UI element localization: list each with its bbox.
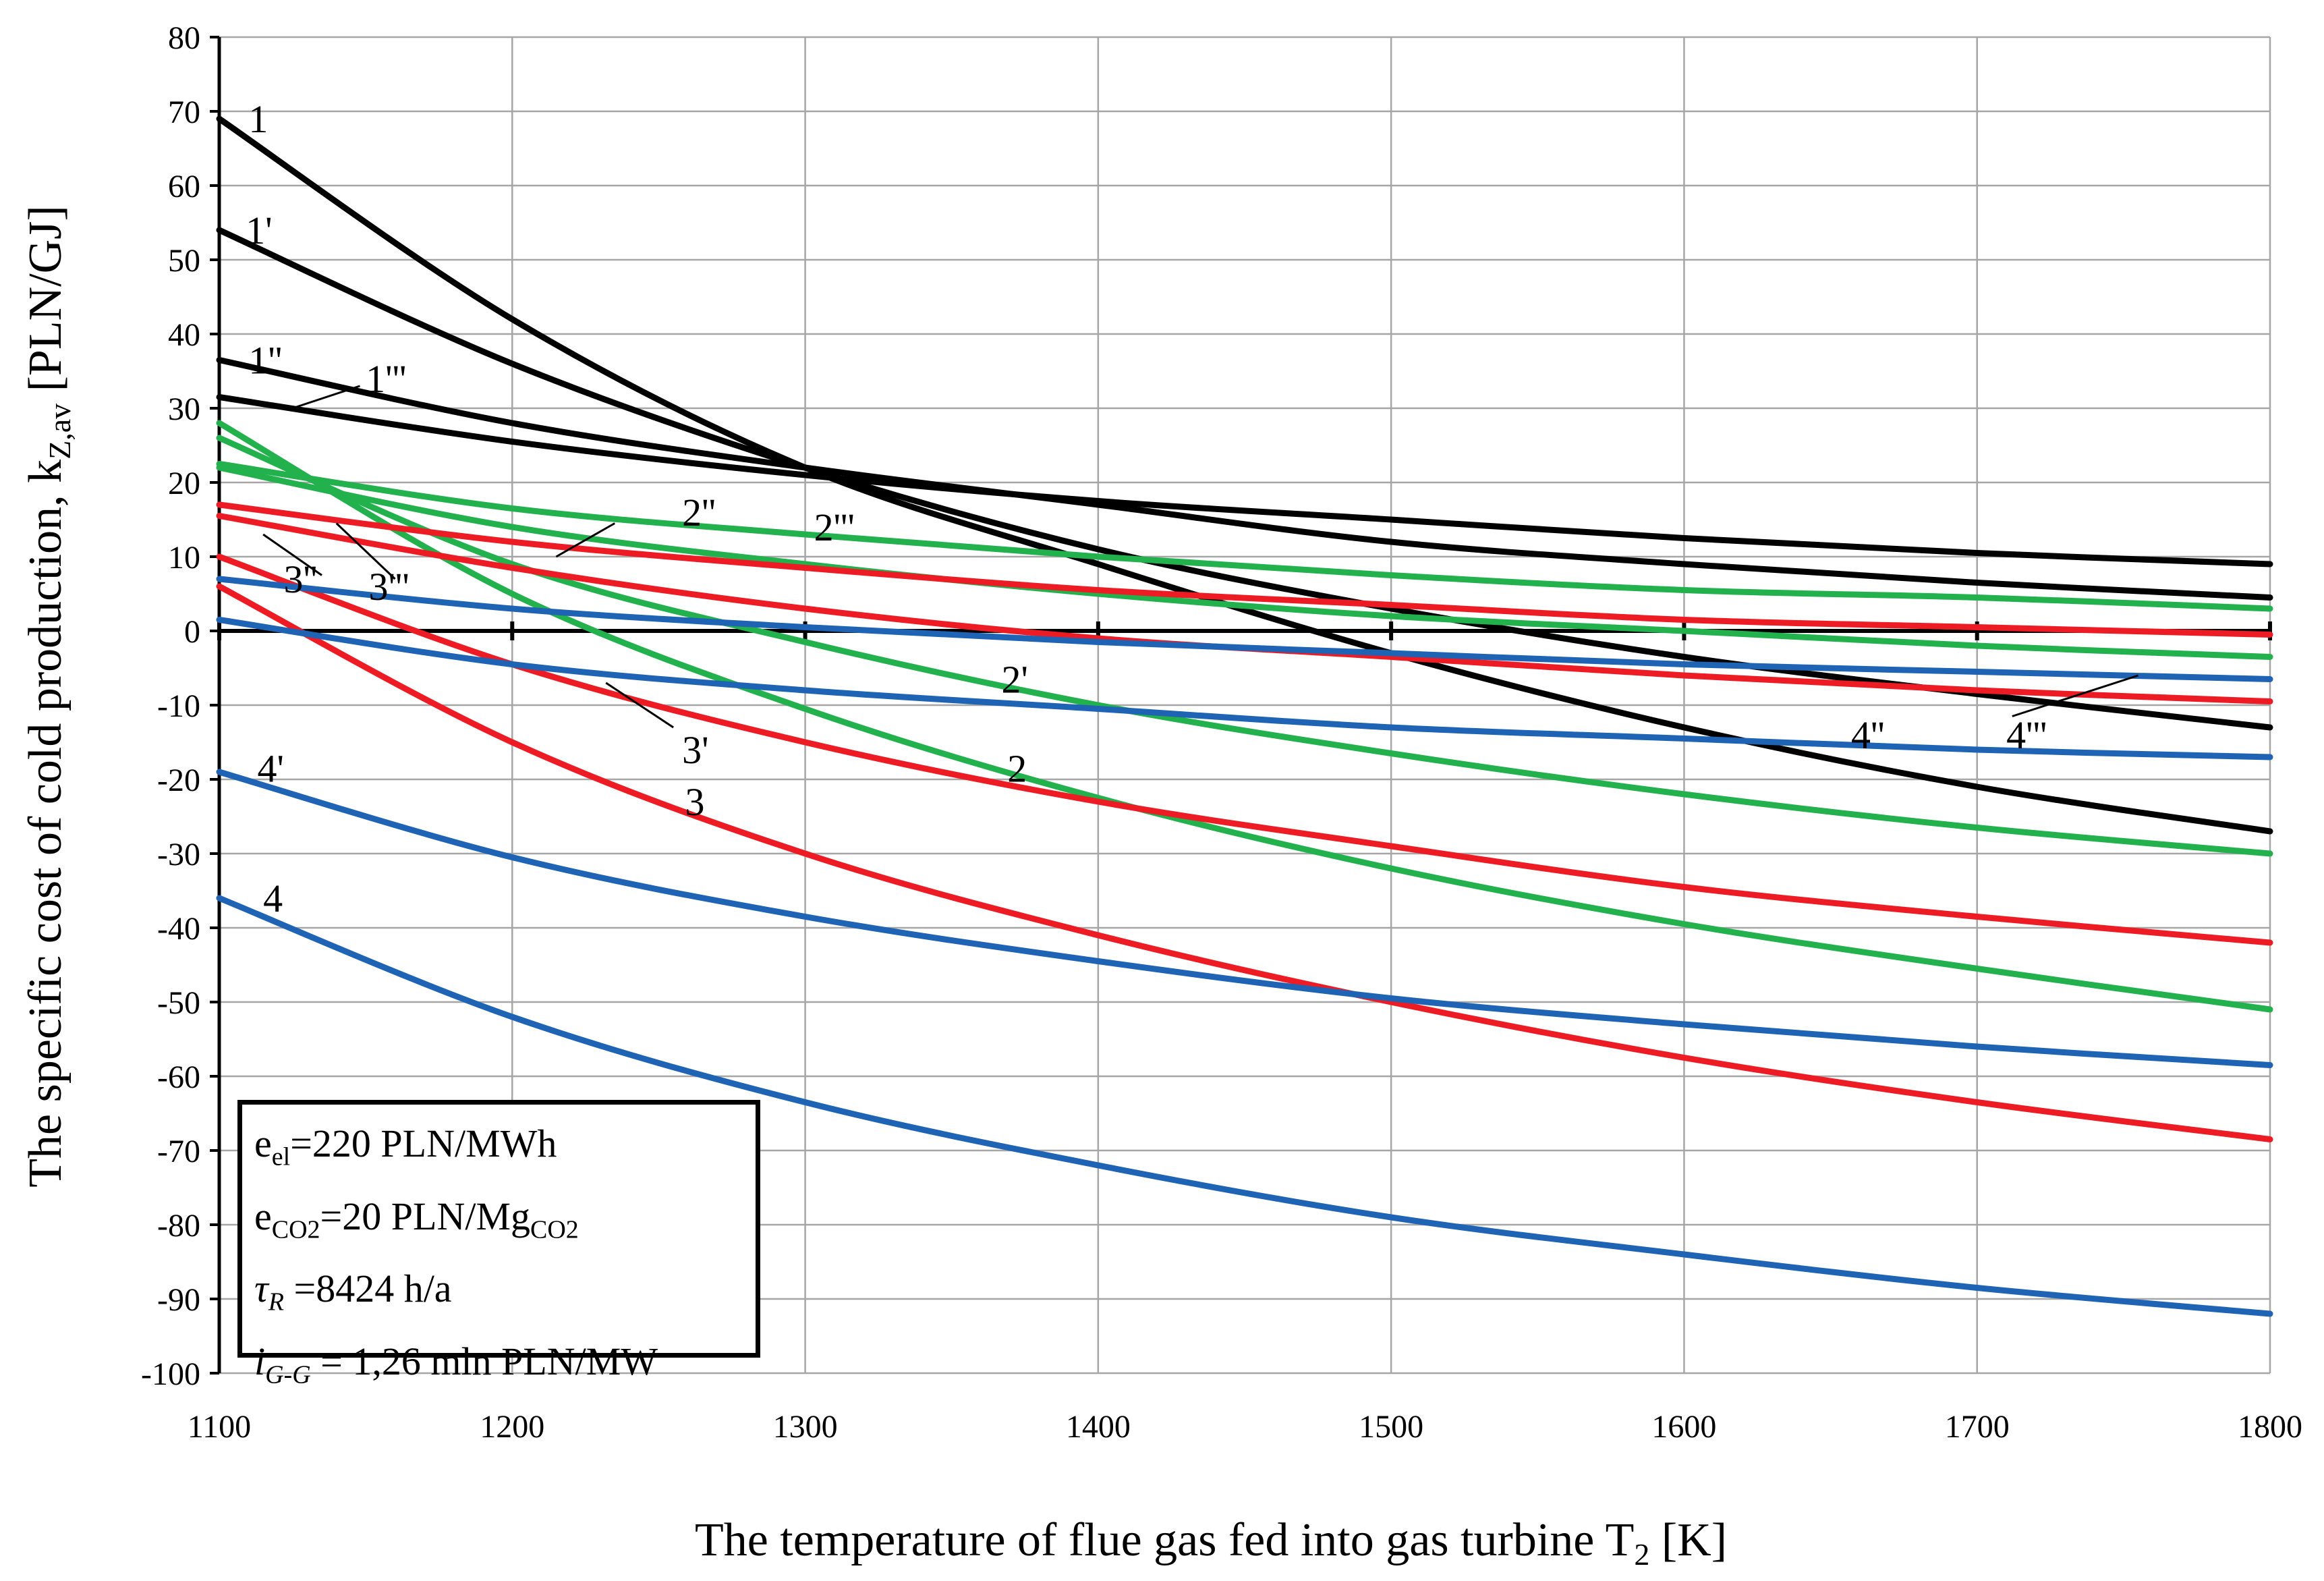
zero-axis <box>210 36 2272 1375</box>
x-tick-label: 1600 <box>1651 1409 1716 1445</box>
label-leader-line <box>2012 674 2139 717</box>
curve-label: 1 <box>248 97 268 141</box>
y-tick-label: -20 <box>157 762 200 798</box>
curve-label: 1'' <box>248 339 282 383</box>
curve-label: 4'' <box>1851 713 1885 757</box>
y-tick-label: 70 <box>168 94 200 130</box>
series-line-1 <box>216 115 2273 835</box>
series-line-2pp <box>216 461 2273 612</box>
curve-label: 1''' <box>366 357 406 401</box>
y-tick-label: 80 <box>168 20 200 56</box>
label-leader-line <box>292 385 360 410</box>
curve-label: 3 <box>685 780 705 824</box>
y-tick-label: -50 <box>157 985 200 1021</box>
curve-label: 2'' <box>682 491 716 534</box>
y-tick-label: 60 <box>168 169 200 204</box>
series-line-1p <box>216 227 2273 731</box>
y-tick-label: -60 <box>157 1059 200 1095</box>
curve-label: 2 <box>1007 747 1027 791</box>
series-line-1pp <box>216 357 2273 601</box>
tick-labels: 1100 1200 1300 1400 1500 1600 1700 1800-100-90-… <box>141 20 2302 1445</box>
y-tick-label: -90 <box>157 1282 200 1318</box>
y-tick-label: 50 <box>168 243 200 279</box>
series-line-4pp <box>216 617 2273 760</box>
y-tick-label: 30 <box>168 391 200 427</box>
y-tick-label: -70 <box>157 1134 200 1169</box>
y-tick-label: 20 <box>168 466 200 501</box>
series-line-2ppp <box>216 464 2273 660</box>
y-tick-label: -30 <box>157 837 200 872</box>
x-tick-label: 1100 <box>188 1409 251 1445</box>
x-tick-label: 1400 <box>1066 1409 1131 1445</box>
curve-label: 4''' <box>2006 713 2047 757</box>
x-tick-label: 1700 <box>1945 1409 2010 1445</box>
y-tick-label: -100 <box>141 1356 200 1392</box>
param-electricity-price: eel=220 PLN/MWh <box>254 1121 557 1171</box>
param-co2-price: eCO2=20 PLN/MgCO2 <box>254 1194 579 1244</box>
y-tick-label: 0 <box>184 614 200 650</box>
label-leader-line <box>605 682 674 729</box>
label-leader-line <box>262 533 322 576</box>
y-tick-label: -10 <box>157 688 200 724</box>
y-tick-label: -80 <box>157 1208 200 1244</box>
curve-label: 3''' <box>368 565 409 609</box>
series-line-4p <box>216 769 2273 1068</box>
label-leader-line <box>335 522 396 580</box>
series-line-3pp <box>216 501 2273 638</box>
curve-labels: 1 1' 1'' 1''' 2'' 2''' 3'' 3''' 2' 3' 2 3 4'' 4''' 4' 4 <box>246 97 2047 920</box>
x-tick-label: 1800 <box>2238 1409 2302 1445</box>
label-leader-line <box>555 522 616 558</box>
curve-label: 2''' <box>814 505 855 549</box>
x-tick-label: 1300 <box>773 1409 838 1445</box>
series-lines <box>216 115 2273 1317</box>
curve-label: 4 <box>263 877 283 920</box>
x-tick-label: 1500 <box>1359 1409 1423 1445</box>
parameters-box: eel=220 PLN/MWh eCO2=20 PLN/MgCO2 τR =84… <box>237 1100 760 1389</box>
label-leaders <box>262 385 2139 729</box>
series-line-4 <box>216 895 2273 1317</box>
series-line-3 <box>216 583 2273 1142</box>
curve-label: 1' <box>246 209 272 252</box>
param-annual-operation: τR =8424 h/a <box>254 1267 452 1316</box>
y-tick-label: -40 <box>157 911 200 947</box>
curve-label: 3'' <box>284 557 318 601</box>
y-tick-label: 10 <box>168 540 200 576</box>
x-axis-label: The temperature of flue gas fed into gas… <box>695 1514 1727 1572</box>
series-line-3p <box>216 553 2273 946</box>
param-investment: iG-G = 1,26 mln PLN/MW <box>254 1339 658 1389</box>
curve-label: 4' <box>257 747 283 791</box>
y-axis-label: The specific cost of cold production, kZ… <box>20 205 77 1187</box>
series-line-4ppp <box>216 576 2273 682</box>
series-line-2 <box>216 420 2273 1013</box>
curve-label: 2' <box>1002 658 1028 702</box>
series-line-1ppp <box>216 394 2273 567</box>
curve-label: 3' <box>682 728 708 772</box>
y-tick-label: 40 <box>168 317 200 353</box>
x-tick-label: 1200 <box>480 1409 544 1445</box>
